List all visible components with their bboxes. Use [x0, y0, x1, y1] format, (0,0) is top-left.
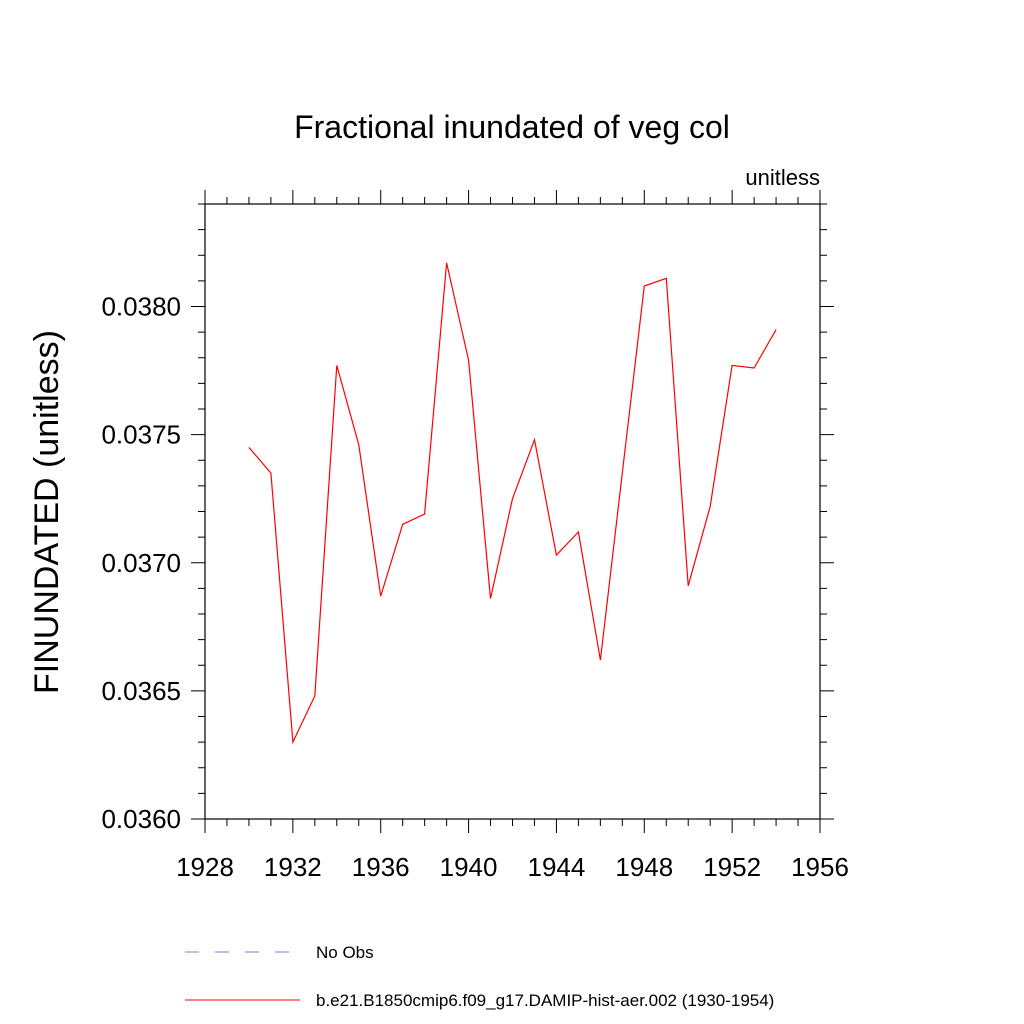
- legend: No Obs b.e21.B1850cmip6.f09_g17.DAMIP-his…: [185, 943, 774, 1010]
- x-tick-label: 1928: [176, 852, 234, 882]
- x-tick-label: 1944: [528, 852, 586, 882]
- x-tick-label: 1936: [352, 852, 410, 882]
- x-tick-label: 1932: [264, 852, 322, 882]
- x-tick-label: 1952: [703, 852, 761, 882]
- x-tick-label: 1956: [791, 852, 849, 882]
- axis-ticks: [191, 190, 834, 833]
- series-line: [248, 262, 777, 745]
- x-tick-label: 1948: [615, 852, 673, 882]
- y-axis-label: FINUNDATED (unitless): [28, 330, 66, 694]
- legend-label: No Obs: [316, 943, 374, 962]
- plot-frame: [204, 203, 821, 820]
- legend-label: b.e21.B1850cmip6.f09_g17.DAMIP-hist-aer.…: [316, 991, 774, 1010]
- y-tick-label: 0.0375: [101, 420, 181, 450]
- y-tick-label: 0.0360: [101, 804, 181, 834]
- units-label: unitless: [745, 165, 820, 190]
- tick-labels: 1928 1932 1936 1940 1944 1948 1952 1956 0.0360 0.…: [101, 292, 848, 883]
- y-tick-label: 0.0370: [101, 548, 181, 578]
- y-tick-label: 0.0380: [101, 292, 181, 322]
- chart-title: Fractional inundated of veg col: [294, 109, 730, 145]
- series-layer: [248, 262, 777, 745]
- y-tick-label: 0.0365: [101, 676, 181, 706]
- x-tick-label: 1940: [440, 852, 498, 882]
